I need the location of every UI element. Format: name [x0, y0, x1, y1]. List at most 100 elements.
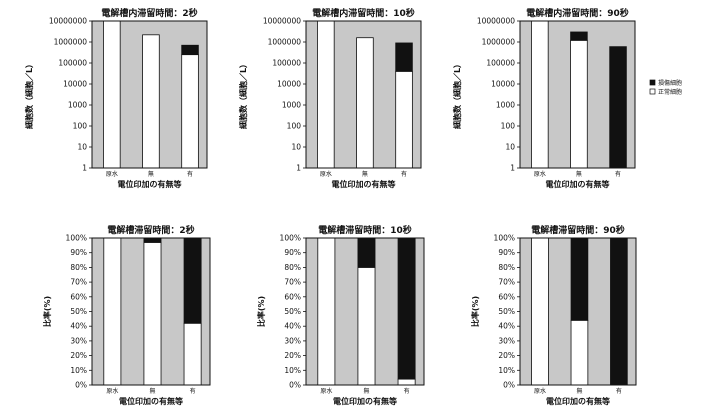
y-tick-label: 1000000 [268, 38, 302, 47]
x-axis-label: 電位印加の有無等 [333, 396, 397, 406]
y-tick-label: 100000 [272, 59, 301, 68]
x-axis-label: 電位印加の有無等 [119, 396, 183, 406]
bar-normal-3 [397, 378, 416, 386]
bar-normal-3 [395, 70, 413, 169]
x-axis-label: 電位印加の有無等 [118, 179, 182, 189]
bar-damaged-2 [143, 237, 162, 243]
y-tick-label: 100 [73, 122, 88, 131]
chart-panel-4: 電解槽滞留時間：2秒 0% 10% 20% 30% 40% 50% 60% 70% 80% 90% 1… [42, 224, 211, 406]
category-label: 有 [401, 170, 407, 178]
bar-normal-3 [183, 322, 202, 386]
y-axis-label: 比率(%) [42, 296, 52, 327]
category-label: 無 [363, 387, 369, 395]
chart-title: 電解槽内滞留時間：90秒 [526, 7, 629, 19]
chart-title: 電解槽滞留時間：90秒 [531, 224, 625, 236]
y-tick-label: 60% [70, 292, 87, 301]
plot-frame [91, 237, 211, 386]
bar-damaged-3 [397, 237, 416, 380]
bar-normal-1 [317, 237, 336, 386]
legend-label-normal: 正常細胞 [658, 88, 682, 96]
y-tick-label: 10000 [63, 80, 87, 89]
y-tick-label: 50% [498, 307, 515, 316]
bar-normal-2 [570, 319, 589, 386]
chart-title: 電解槽滞留時間：2秒 [107, 224, 194, 236]
y-tick-label: 90% [498, 248, 515, 257]
y-tick-label: 10% [498, 366, 515, 375]
category-label: 原水 [534, 387, 546, 395]
legend-swatch-damaged [649, 79, 656, 86]
y-tick-label: 0% [503, 381, 515, 390]
plot-frame [519, 237, 637, 386]
bar-damaged-3 [183, 237, 202, 324]
category-label: 有 [190, 387, 196, 395]
plot-frame [305, 237, 425, 386]
category-label: 有 [615, 170, 621, 178]
y-tick-label: 10000 [491, 80, 515, 89]
category-label: 無 [576, 170, 582, 178]
bar-damaged-3 [395, 42, 413, 72]
y-axis-label: 細胞数（細胞／L） [24, 60, 34, 129]
y-axis-label: 比率(%) [470, 296, 480, 327]
y-tick-label: 30% [70, 336, 87, 345]
bar-normal-2 [143, 242, 162, 386]
x-axis-label: 電位印加の有無等 [546, 179, 610, 189]
category-label: 有 [404, 387, 410, 395]
y-tick-label: 10 [77, 143, 87, 152]
bar-damaged-3 [181, 44, 199, 56]
category-label: 原水 [320, 170, 332, 178]
y-tick-label: 100 [287, 122, 302, 131]
y-tick-label: 1 [82, 164, 87, 173]
y-tick-label: 100000 [486, 59, 515, 68]
y-tick-label: 40% [70, 322, 87, 331]
chart-title: 電解槽滞留時間：10秒 [318, 224, 412, 236]
y-tick-label: 70% [498, 278, 515, 287]
y-tick-label: 80% [70, 263, 87, 272]
y-tick-label: 50% [284, 307, 301, 316]
category-label: 無 [148, 170, 154, 178]
category-label: 無 [149, 387, 155, 395]
bar-normal-1 [103, 237, 122, 386]
bar-normal-2 [356, 37, 374, 169]
bar-damaged-3 [609, 46, 627, 169]
y-tick-label: 10000 [277, 80, 301, 89]
category-label: 有 [616, 387, 622, 395]
category-label: 有 [187, 170, 193, 178]
y-tick-label: 10 [291, 143, 301, 152]
y-axis-label: 比率(%) [256, 296, 266, 327]
y-tick-label: 50% [70, 307, 87, 316]
bar-normal-2 [142, 34, 160, 169]
plot-frame [519, 20, 636, 169]
chart-panel-2: 電解槽内滞留時間：10秒 1 10 100 1000 10000 100000 1000000… [238, 7, 422, 189]
y-tick-label: 30% [498, 336, 515, 345]
y-tick-label: 20% [284, 351, 301, 360]
legend-label-damaged: 損傷細胞 [658, 79, 682, 87]
y-tick-label: 100% [280, 234, 301, 243]
chart-title: 電解槽内滞留時間：2秒 [101, 7, 197, 19]
chart-title: 電解槽内滞留時間：10秒 [312, 7, 415, 19]
y-tick-label: 1 [296, 164, 301, 173]
y-tick-label: 10000000 [263, 17, 301, 26]
bar-normal-3 [181, 54, 199, 169]
bar-damaged-2 [357, 237, 376, 268]
y-tick-label: 20% [70, 351, 87, 360]
bar-damaged-2 [570, 237, 589, 321]
plot-frame [305, 20, 422, 169]
chart-panel-1: 電解槽内滞留時間：2秒 1 10 100 1000 10000 100000 1000000 1… [24, 7, 208, 189]
y-tick-label: 100000 [58, 59, 87, 68]
y-tick-label: 100% [66, 234, 87, 243]
y-tick-label: 1000000 [482, 38, 516, 47]
y-tick-label: 100% [494, 234, 515, 243]
y-tick-label: 10000000 [49, 17, 87, 26]
y-tick-label: 30% [284, 336, 301, 345]
bar-normal-2 [570, 39, 588, 169]
category-label: 無 [576, 387, 582, 395]
y-tick-label: 60% [498, 292, 515, 301]
bar-damaged-3 [610, 237, 628, 386]
y-tick-label: 1 [510, 164, 515, 173]
y-tick-label: 40% [498, 322, 515, 331]
bar-damaged-2 [570, 31, 588, 41]
category-label: 原水 [534, 170, 546, 178]
y-axis-label: 細胞数（細胞／L） [238, 60, 248, 129]
